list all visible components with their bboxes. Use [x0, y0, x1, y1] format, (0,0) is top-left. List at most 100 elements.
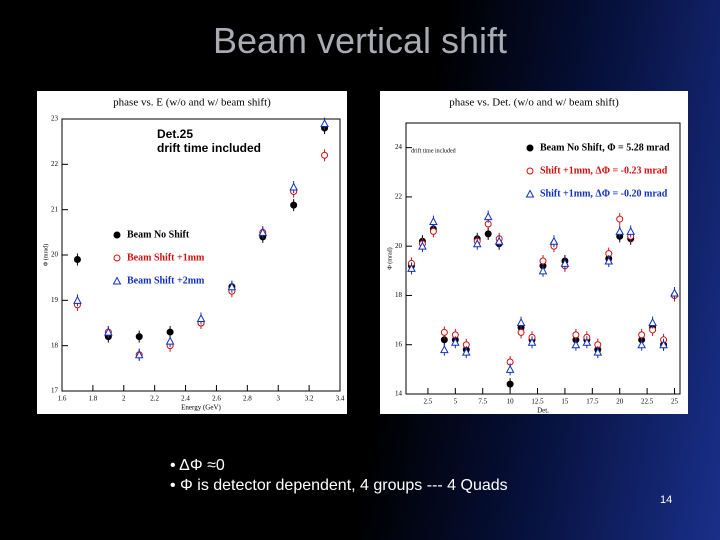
point	[450, 337, 460, 346]
y-tick-label: 18	[51, 341, 59, 349]
point	[320, 118, 329, 128]
x-tick-label: 2.8	[243, 395, 252, 403]
point	[604, 256, 614, 265]
point	[527, 337, 537, 346]
x-tick-label: 2.5	[424, 398, 433, 406]
x-tick-label: 7.5	[478, 398, 487, 406]
point	[484, 230, 492, 238]
x-tick-label: 1.8	[89, 395, 98, 403]
point	[638, 331, 646, 339]
point	[73, 256, 81, 264]
point	[571, 340, 581, 349]
y-tick-label: 16	[395, 340, 403, 348]
x-tick-label: 1.6	[58, 395, 67, 403]
point	[134, 350, 144, 359]
legend-label: Shift +1mm, ΔΦ = -0.20 mrad	[540, 188, 668, 199]
x-tick-label: 2.4	[181, 395, 190, 403]
x-tick-label: 10	[507, 398, 515, 406]
point	[429, 216, 438, 226]
x-tick-label: 22.5	[641, 398, 654, 406]
legend-label: Beam No Shift	[127, 229, 190, 240]
plot-frame	[405, 122, 681, 395]
point	[483, 212, 493, 221]
x-tick-label: 2.2	[150, 395, 159, 403]
point	[538, 266, 548, 275]
legend-label: Beam Shift +1mm	[127, 252, 205, 263]
point	[517, 328, 525, 336]
x-tick-label: 2.6	[212, 395, 221, 403]
point	[539, 257, 547, 265]
page-number: 14	[660, 494, 673, 506]
y-tick-label: 23	[51, 115, 59, 123]
point	[616, 215, 624, 223]
annotation: drift time included	[411, 147, 456, 154]
x-tick-label: 3.4	[336, 395, 345, 403]
point	[549, 236, 559, 245]
point	[472, 239, 482, 248]
y-tick-label: 24	[395, 143, 403, 151]
legend-marker	[525, 189, 535, 198]
annotation: drift time included	[157, 141, 261, 155]
x-tick-label: 20	[616, 398, 624, 406]
x-tick-label: 3	[276, 395, 280, 403]
bullet: • Φ is detector dependent, 4 groups --- …	[170, 477, 508, 494]
slide-title: Beam vertical shift	[212, 20, 508, 61]
legend-marker	[526, 144, 534, 152]
point	[429, 227, 437, 235]
point	[440, 328, 448, 336]
y-tick-label: 17	[51, 387, 59, 395]
y-tick-label: 14	[395, 390, 403, 398]
point	[461, 347, 471, 356]
y-tick-label: 20	[395, 242, 403, 250]
point	[637, 340, 646, 349]
legend-label: Beam No Shift, Φ = 5.28 mrad	[540, 142, 670, 153]
point	[73, 295, 82, 304]
point	[648, 318, 657, 327]
point	[103, 327, 113, 336]
point	[290, 201, 298, 209]
y-tick-label: 19	[51, 296, 59, 304]
point	[572, 331, 580, 339]
x-tick-label: 2	[122, 395, 126, 403]
chart-title: phase vs. Det. (w/o and w/ beam shift)	[449, 97, 619, 109]
legend-marker	[113, 231, 121, 239]
x-tick-label: 3.2	[305, 395, 314, 403]
x-tick-label: 15	[561, 398, 569, 406]
point	[505, 364, 515, 373]
point	[258, 227, 268, 236]
point	[593, 347, 603, 356]
legend-label: Beam Shift +2mm	[127, 275, 205, 286]
legend-label: Shift +1mm, ΔΦ = -0.23 mrad	[540, 165, 668, 176]
chart-title: phase vs. E (w/o and w/ beam shift)	[113, 97, 271, 109]
bullet: • ΔΦ ≈0	[170, 457, 225, 474]
point	[440, 345, 449, 354]
point	[516, 318, 526, 327]
y-tick-label: 22	[395, 193, 403, 201]
y-tick-label: 21	[51, 205, 59, 213]
point	[165, 336, 175, 345]
point	[135, 333, 143, 341]
point	[196, 313, 206, 322]
point	[615, 226, 625, 235]
point	[659, 340, 668, 349]
point	[418, 241, 427, 250]
legend-marker	[112, 276, 122, 285]
x-tick-label: 17.5	[586, 398, 599, 406]
x-tick-label: 12.5	[531, 398, 544, 406]
legend-marker	[113, 254, 121, 262]
y-tick-label: 20	[51, 251, 59, 259]
point	[560, 258, 570, 267]
y-axis-label: Φ (mrad)	[386, 247, 393, 269]
x-axis-label: Det.	[537, 407, 549, 415]
point	[582, 337, 592, 346]
point	[626, 226, 636, 235]
point	[506, 380, 514, 388]
y-axis-label: Φ (mrad)	[42, 244, 49, 266]
point	[289, 182, 299, 191]
legend-marker	[526, 167, 534, 175]
x-tick-label: 5	[454, 398, 458, 406]
y-tick-label: 22	[51, 160, 59, 168]
point	[494, 236, 504, 245]
